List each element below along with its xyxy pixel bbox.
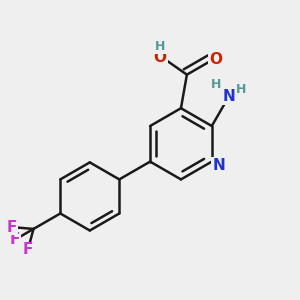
Text: O: O (154, 50, 166, 64)
Text: N: N (212, 158, 225, 173)
Text: F: F (7, 220, 17, 235)
Text: O: O (209, 52, 222, 67)
Text: F: F (10, 232, 20, 247)
Text: H: H (236, 83, 246, 96)
Text: F: F (23, 242, 33, 257)
Text: H: H (155, 40, 165, 53)
Text: H: H (211, 78, 222, 91)
Text: N: N (222, 89, 235, 104)
